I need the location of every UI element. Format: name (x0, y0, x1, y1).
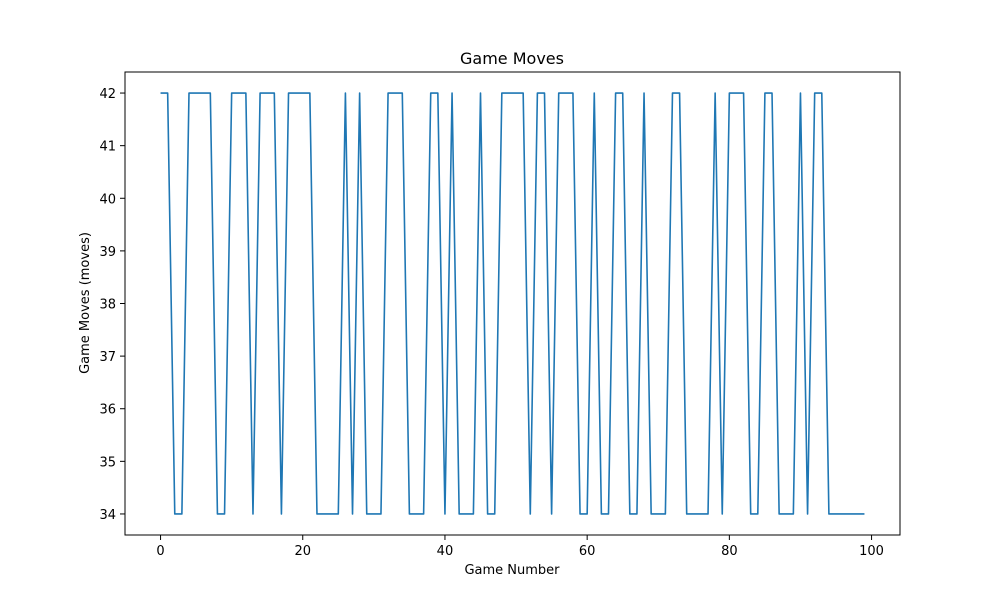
y-tick-label: 40 (99, 192, 116, 207)
y-tick-label: 41 (99, 140, 116, 155)
y-tick-label: 39 (99, 245, 116, 260)
y-tick-label: 42 (99, 87, 116, 102)
y-tick-label: 34 (99, 508, 116, 523)
x-axis-ticks: 0 20 40 60 80 100 (156, 535, 884, 559)
x-tick-label: 80 (721, 544, 738, 559)
x-tick-label: 60 (579, 544, 596, 559)
y-tick-label: 37 (99, 350, 116, 365)
series-layer (160, 92, 865, 515)
x-tick-label: 40 (437, 544, 454, 559)
y-axis-label: Game Moves (moves) (78, 232, 93, 374)
x-axis-label: Game Number (464, 563, 560, 578)
x-tick-label: 20 (294, 544, 311, 559)
y-tick-label: 38 (99, 298, 116, 313)
x-tick-label: 100 (859, 544, 884, 559)
series-line-0 (160, 92, 865, 515)
y-axis-ticks: 34 35 36 37 38 39 40 41 42 (99, 87, 125, 523)
x-tick-label: 0 (156, 544, 164, 559)
y-tick-label: 35 (99, 455, 116, 470)
chart-title: Game Moves (460, 49, 564, 68)
y-tick-label: 36 (99, 403, 116, 418)
